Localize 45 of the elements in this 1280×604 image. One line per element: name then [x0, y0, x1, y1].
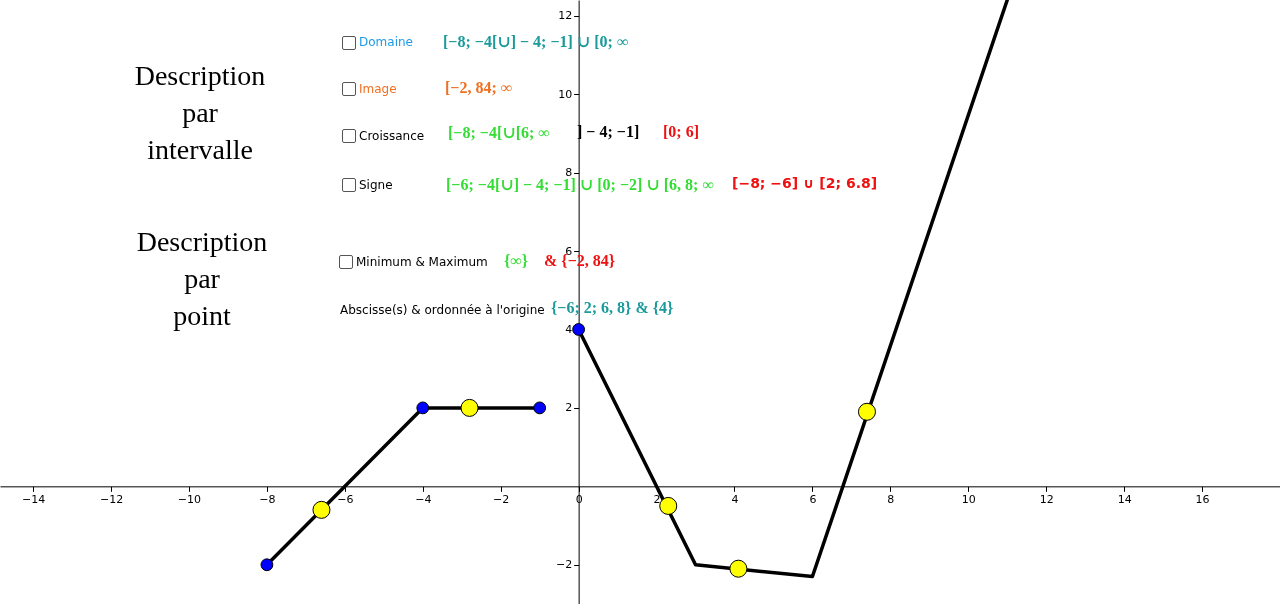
annotation: {−6; 2; 6, 8} & {4} [551, 299, 674, 316]
point [260, 558, 274, 572]
y-tick-label: 2 [565, 401, 573, 415]
annotation: [0; 6] [663, 123, 699, 140]
x-tick-label: −8 [259, 492, 276, 506]
annotation: Croissance [359, 129, 425, 143]
x-tick-label: −14 [22, 492, 46, 506]
y-tick-label: 4 [565, 322, 573, 336]
annotation: Signe [359, 178, 393, 192]
point [416, 401, 430, 415]
point [857, 402, 876, 421]
annotation: Minimum & Maximum [356, 255, 488, 269]
x-tick-label: −6 [337, 492, 354, 506]
annotation: [−8; −4[∪[6; ∞ [448, 124, 550, 141]
annotation: [−2, 84; ∞ [445, 79, 513, 96]
x-tick-label: 2 [653, 492, 661, 506]
x-tick-label: 6 [809, 492, 817, 506]
point [729, 559, 748, 578]
annotation: [−6; −4[∪] − 4; −1] ∪ [0; −2] ∪ [6, 8; ∞ [446, 176, 714, 193]
annotation: {∞} [504, 252, 529, 269]
x-tick-label: 8 [887, 492, 895, 506]
x-tick-label: 12 [1039, 492, 1054, 506]
annotation: [−8; −6] ∪ [2; 6.8] [732, 175, 878, 191]
point [572, 323, 586, 336]
annotation: Description par intervalle [134, 60, 266, 165]
annotation: ] − 4; −1] [577, 123, 640, 140]
y-tick-label: 10 [558, 87, 573, 101]
x-tick-label: 10 [961, 492, 976, 506]
x-tick-label: 4 [731, 492, 739, 506]
x-tick-label: 16 [1195, 492, 1210, 506]
annotation: Description par point [136, 226, 268, 331]
x-tick-label: −10 [177, 492, 202, 506]
x-tick-label: −12 [99, 492, 124, 506]
x-tick-label: −4 [415, 492, 432, 506]
annotation: Domaine [359, 35, 413, 49]
point [659, 496, 678, 515]
x-tick-label: −2 [493, 492, 510, 506]
annotation: Image [359, 82, 397, 96]
annotation: Abscisse(s) & ordonnée à l'origine [340, 303, 545, 317]
point [533, 401, 547, 415]
point [460, 398, 479, 417]
x-tick-label: 14 [1117, 492, 1132, 506]
y-tick-label: −2 [555, 558, 573, 572]
y-tick-label: 12 [558, 9, 573, 23]
point [312, 500, 331, 519]
